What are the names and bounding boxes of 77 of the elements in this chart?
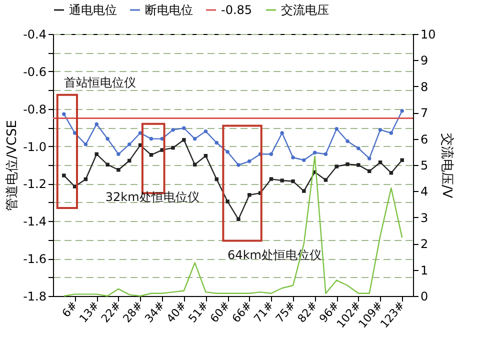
point: [312, 150, 317, 155]
point: [192, 136, 197, 141]
point: [226, 200, 230, 204]
y-tick-label: -0.8: [23, 102, 46, 116]
y2-tick-label: 8: [420, 80, 428, 94]
y-tick-label: -1.6: [23, 252, 46, 266]
y2-tick-label: 3: [420, 210, 428, 225]
point: [291, 179, 295, 184]
point: [84, 142, 88, 146]
point: [324, 178, 328, 182]
point: [302, 158, 306, 162]
point: [346, 162, 350, 166]
annotation: 32km处恒电位仪: [105, 190, 200, 204]
y2-tick-label: 10: [420, 28, 436, 42]
point: [367, 156, 372, 160]
point: [334, 164, 339, 168]
point: [127, 142, 132, 146]
point: [116, 168, 120, 172]
y2-axis-title: 交流电压/V: [438, 132, 455, 198]
legend-label: 通电电位: [69, 3, 117, 17]
point: [280, 131, 284, 135]
point: [226, 150, 230, 154]
y-tick-label: -1.8: [23, 290, 46, 304]
point: [236, 163, 240, 167]
point: [247, 193, 252, 197]
point: [280, 178, 284, 182]
point: [106, 162, 110, 166]
point: [346, 139, 350, 144]
legend-label: 断电电位: [145, 3, 193, 17]
point: [214, 140, 219, 145]
point: [291, 156, 295, 160]
point: [149, 153, 154, 157]
point: [62, 174, 66, 178]
y2-tick-label: 7: [420, 106, 428, 120]
y2-tick-label: 0: [420, 290, 428, 304]
point: [160, 136, 164, 141]
point: [356, 146, 360, 150]
point: [116, 152, 120, 156]
point: [236, 217, 240, 222]
y2-tick-label: 6: [420, 132, 428, 146]
point: [269, 152, 274, 156]
point: [324, 152, 328, 156]
y2-tick-label: 1: [420, 263, 428, 278]
y-tick-label: -1.0: [23, 140, 46, 154]
y-tick-label: -1.2: [23, 177, 46, 192]
line-series: [63, 156, 403, 297]
point: [182, 126, 186, 130]
point: [400, 109, 404, 113]
point: [182, 138, 186, 142]
point: [269, 177, 274, 181]
y-tick-label: -0.4: [23, 28, 46, 42]
y-tick-label: -0.6: [23, 64, 46, 79]
y-tick-label: -1.4: [23, 214, 46, 229]
point: [62, 112, 66, 116]
point: [204, 129, 208, 134]
point: [171, 128, 175, 132]
point: [356, 163, 360, 167]
point: [94, 122, 99, 126]
point: [389, 131, 394, 135]
point: [149, 136, 154, 141]
annotation: 首站恒电位仪: [64, 76, 136, 90]
point: [171, 146, 175, 150]
y2-tick-label: 9: [420, 54, 428, 68]
y2-tick-label: 5: [420, 158, 428, 172]
y2-tick-label: 4: [420, 184, 428, 199]
legend-label: 交流电压: [281, 3, 329, 17]
point: [378, 160, 382, 164]
point: [334, 127, 339, 131]
point: [247, 159, 252, 164]
point: [400, 158, 404, 162]
y2-tick-label: 2: [420, 237, 428, 252]
x-tick-label: 6#: [60, 299, 80, 320]
y-axis-title: 管道电位/VCSE: [5, 120, 20, 211]
legend-label: -0.85: [221, 3, 252, 17]
point: [106, 136, 110, 141]
point: [302, 189, 306, 193]
point: [378, 128, 382, 132]
